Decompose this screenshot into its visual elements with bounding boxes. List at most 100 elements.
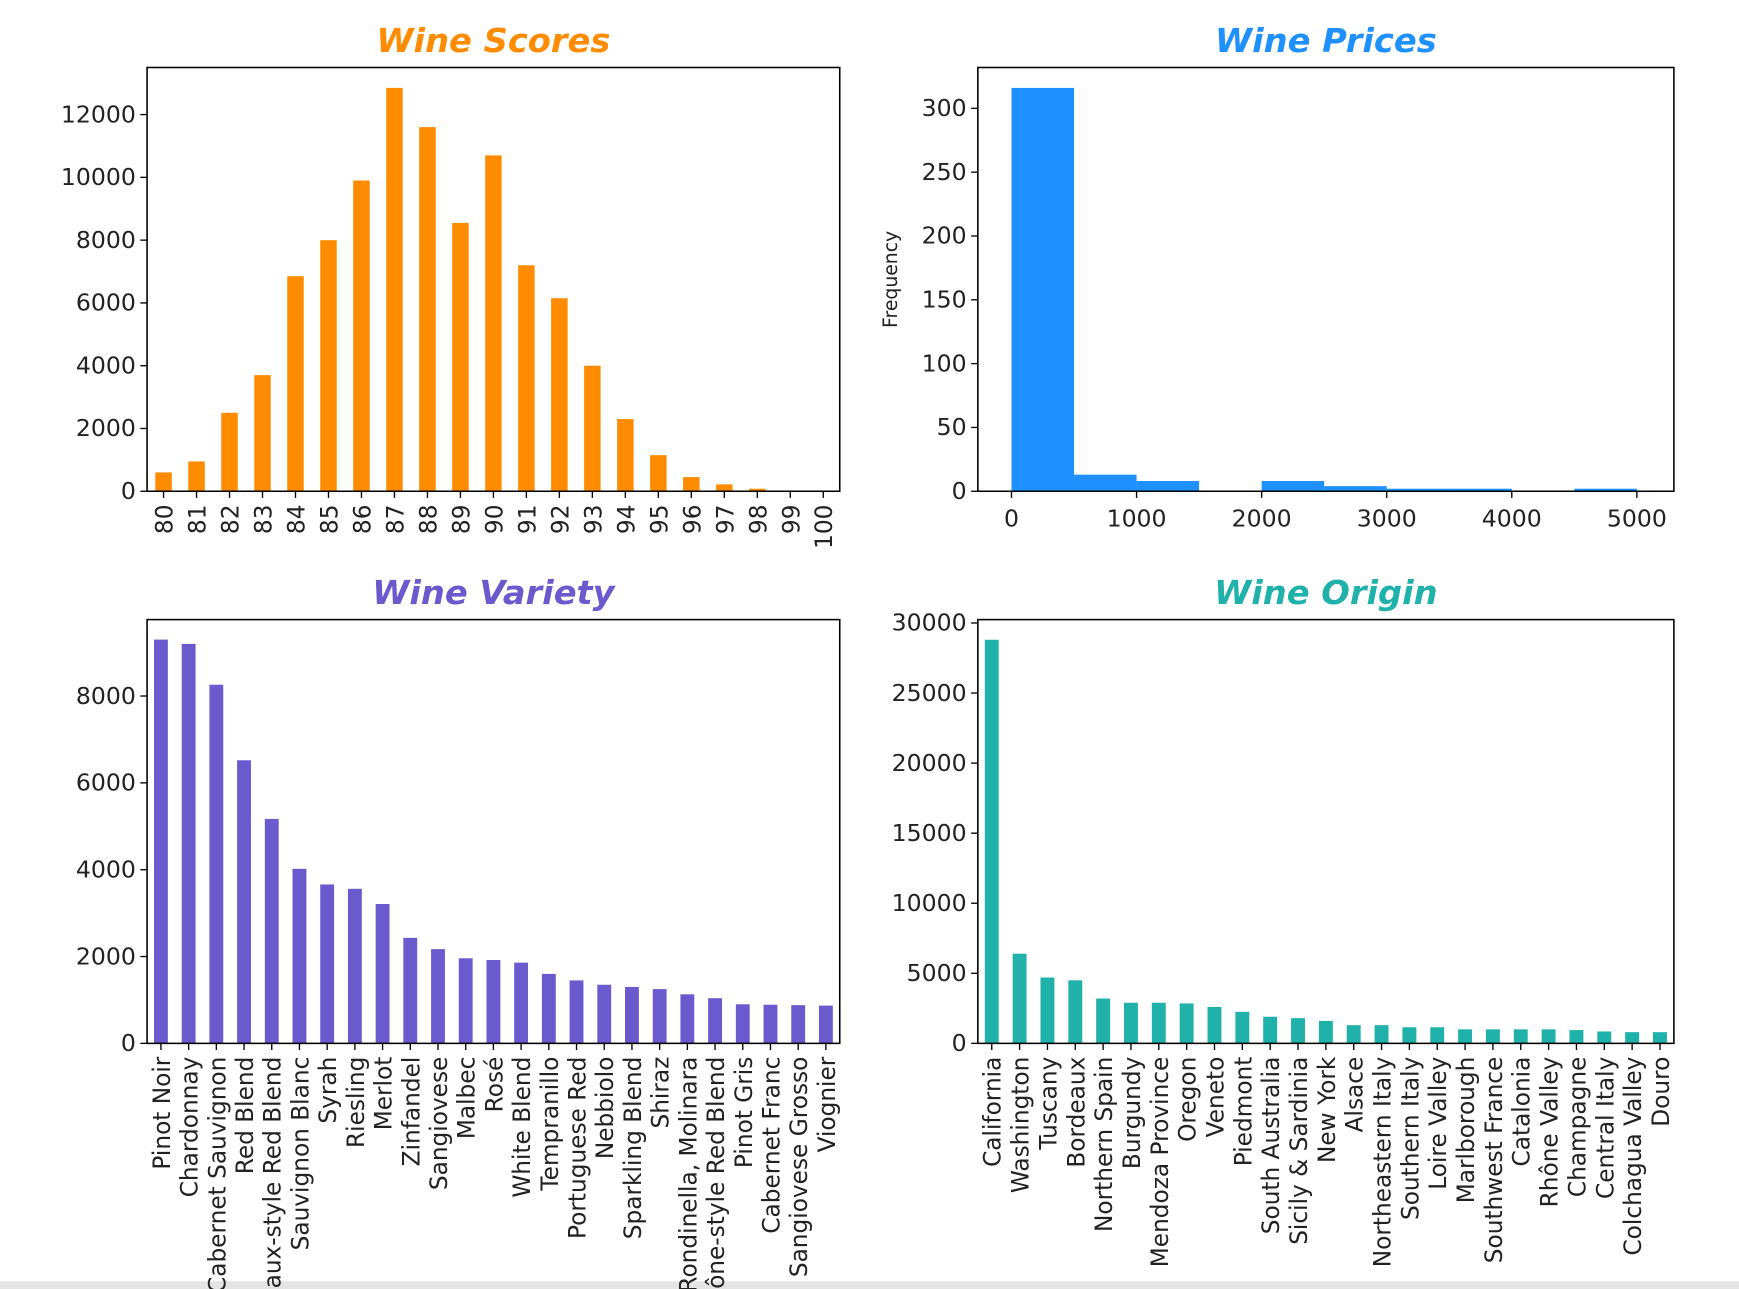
x-tick-label: Merlot <box>369 1057 397 1131</box>
x-tick-label: 90 <box>480 505 508 535</box>
y-tick-label: 10000 <box>892 889 967 917</box>
x-tick-label: Marlborough <box>1452 1057 1480 1204</box>
bar <box>1151 1002 1166 1044</box>
x-tick-label: Northeastern Italy <box>1368 1056 1396 1267</box>
x-tick-label: Rosé <box>480 1057 508 1113</box>
x-tick-label: 0 <box>1004 505 1019 533</box>
bar <box>287 276 304 492</box>
x-tick-label: 94 <box>612 505 640 535</box>
y-axis-label: Frequency <box>880 231 902 328</box>
x-tick-label: Loire Valley <box>1424 1056 1452 1189</box>
bar <box>1179 1003 1194 1044</box>
bar <box>292 868 307 1044</box>
x-tick-label: Cabernet Sauvignon <box>203 1057 231 1289</box>
y-tick-label: 100 <box>922 350 967 378</box>
bar <box>452 222 469 492</box>
bar <box>1653 1032 1667 1044</box>
bar <box>486 960 501 1044</box>
bar <box>320 240 337 492</box>
axes-frame <box>977 66 1675 493</box>
bar <box>1096 998 1111 1044</box>
y-tick-label: 6000 <box>76 769 136 797</box>
y-tick-label: 300 <box>922 94 967 122</box>
bar <box>1458 1029 1473 1044</box>
bar <box>1625 1032 1640 1044</box>
x-tick-label: Oregon <box>1173 1057 1201 1142</box>
chart-title: Wine Variety <box>372 573 616 612</box>
x-tick-label: 86 <box>348 505 376 535</box>
bar <box>1513 1029 1528 1044</box>
x-tick-label: Southwest France <box>1480 1057 1508 1264</box>
x-tick-label: Nebbiolo <box>591 1057 619 1159</box>
x-tick-label: 80 <box>150 505 178 535</box>
y-tick-label: 4000 <box>76 352 136 380</box>
y-tick-label: 0 <box>952 1029 967 1057</box>
x-tick-label: 1000 <box>1107 505 1167 533</box>
x-tick-label: Chardonnay <box>175 1056 203 1197</box>
x-tick-label: Pinot Noir <box>148 1056 176 1169</box>
x-tick-label: 89 <box>447 505 475 535</box>
bar <box>984 639 999 1044</box>
bar <box>254 375 271 492</box>
x-tick-label: 4000 <box>1482 505 1542 533</box>
x-tick-label: Veneto <box>1201 1057 1229 1138</box>
axes-frame <box>977 618 1675 1045</box>
x-tick-label: 93 <box>579 505 607 535</box>
bar <box>485 155 502 492</box>
y-tick-label: 150 <box>922 286 967 314</box>
x-tick-label: Central Italy <box>1591 1057 1619 1199</box>
chart-title: Wine Scores <box>376 21 610 60</box>
bar <box>155 472 172 492</box>
x-tick-label: Bordeaux-style Red Blend <box>259 1057 287 1289</box>
x-tick-label: Mendoza Province <box>1146 1057 1174 1268</box>
x-tick-label: Rhône-style Red Blend <box>702 1057 730 1289</box>
x-tick-label: Pinot Gris <box>730 1057 758 1168</box>
y-tick-label: 50 <box>937 413 967 441</box>
x-tick-label: Southern Italy <box>1396 1057 1424 1221</box>
bar <box>221 412 238 492</box>
x-tick-label: Riesling <box>342 1057 370 1148</box>
x-tick-label: 92 <box>546 505 574 535</box>
bar <box>375 903 390 1044</box>
bar <box>386 87 403 492</box>
bar <box>181 643 196 1044</box>
bar <box>1402 1027 1417 1044</box>
bar <box>1318 1020 1333 1044</box>
x-tick-label: Shiraz <box>646 1057 674 1129</box>
x-tick-label: White Blend <box>508 1057 536 1198</box>
x-tick-label: Rhône Valley <box>1535 1057 1563 1208</box>
y-tick-label: 0 <box>121 1029 136 1057</box>
histogram-bar <box>1386 488 1450 492</box>
bar <box>551 298 568 492</box>
bar <box>541 973 556 1044</box>
y-tick-label: 6000 <box>76 289 136 317</box>
bar <box>1235 1011 1250 1044</box>
x-tick-label: 85 <box>315 505 343 535</box>
x-tick-label: Champagne <box>1563 1057 1591 1197</box>
bar <box>791 1005 806 1044</box>
bar <box>597 984 612 1044</box>
x-tick-label: Sparkling Blend <box>619 1057 647 1240</box>
x-tick-label: Corvina, Rondinella, Molinara <box>674 1057 702 1289</box>
y-tick-label: 4000 <box>76 856 136 884</box>
bar <box>347 888 362 1044</box>
bar <box>1040 977 1055 1044</box>
y-tick-label: 8000 <box>76 682 136 710</box>
x-tick-label: Red Blend <box>231 1057 259 1175</box>
bar <box>652 989 667 1044</box>
x-tick-label: Zinfandel <box>397 1057 425 1167</box>
x-tick-label: Syrah <box>314 1057 342 1124</box>
bar <box>1485 1029 1500 1044</box>
bar <box>708 998 722 1044</box>
x-tick-label: 96 <box>678 505 706 535</box>
y-tick-label: 25000 <box>892 679 967 707</box>
x-tick-label: Bordeaux <box>1062 1057 1090 1168</box>
bar <box>680 994 695 1044</box>
histogram-bar <box>1324 486 1387 492</box>
x-tick-label: Alsace <box>1341 1057 1369 1133</box>
y-tick-label: 2000 <box>76 942 136 970</box>
bar <box>264 818 279 1044</box>
x-tick-label: 2000 <box>1232 505 1292 533</box>
bar <box>1124 1002 1138 1044</box>
x-tick-label: South Australia <box>1257 1057 1285 1235</box>
